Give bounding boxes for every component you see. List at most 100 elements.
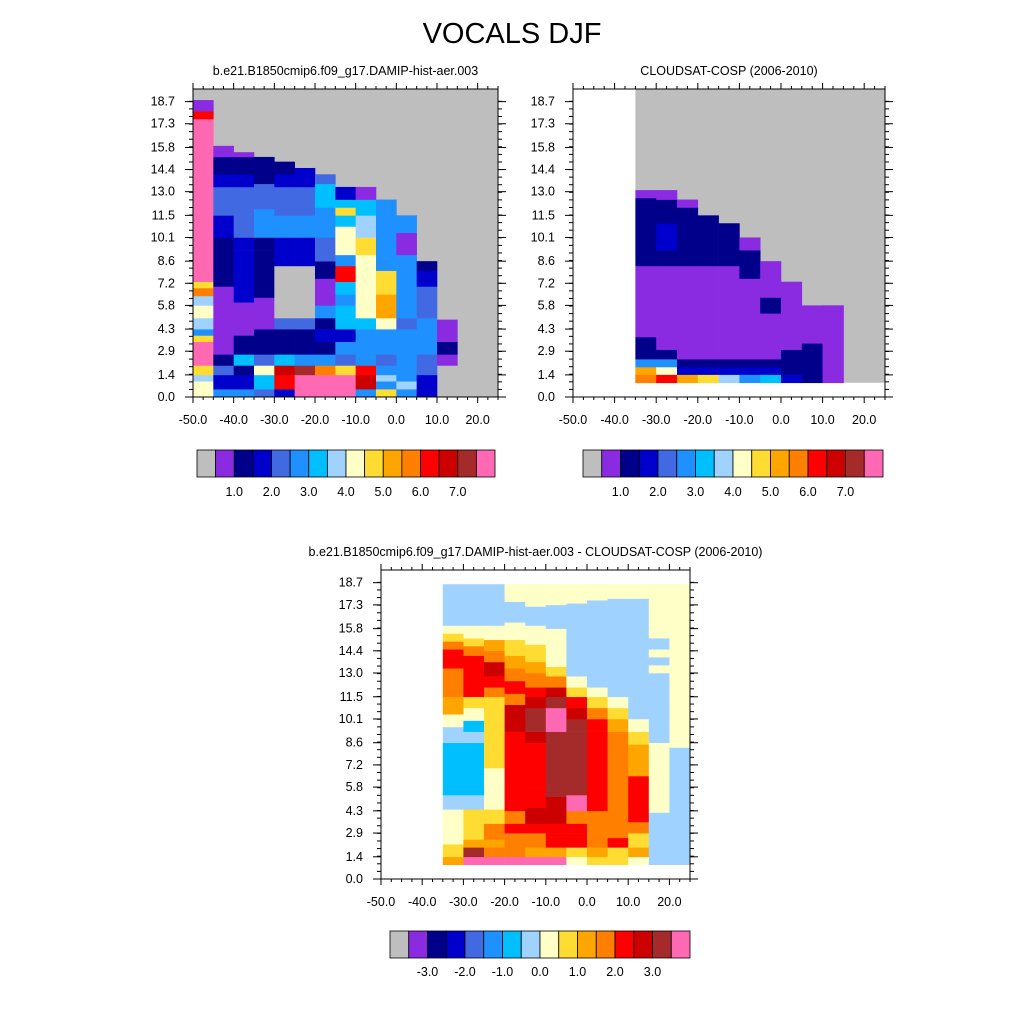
- x-tick-label: -30.0: [449, 895, 478, 909]
- heatmap-cell: [254, 265, 275, 298]
- heatmap-cell: [193, 374, 214, 382]
- heatmap-cell: [566, 707, 588, 720]
- heatmap-cell: [442, 641, 464, 650]
- heatmap-cell: [463, 625, 485, 639]
- heatmap-cell: [801, 305, 823, 344]
- y-tick-label: 10.1: [151, 230, 175, 244]
- heatmap-cell: [335, 294, 356, 306]
- heatmap-cell: [274, 354, 295, 366]
- heatmap-cell: [484, 720, 505, 769]
- heatmap-cell: [335, 374, 356, 398]
- colorbar-swatch: [427, 930, 447, 959]
- heatmap-cell: [545, 666, 567, 677]
- colorbar-label: 3.0: [644, 965, 661, 979]
- y-tick-label: 13.0: [531, 185, 555, 199]
- heatmap-cell: [587, 847, 608, 858]
- heatmap-cell: [648, 665, 670, 674]
- colorbar-swatch: [657, 449, 678, 478]
- y-tick-label: 14.4: [339, 644, 363, 658]
- colorbar-label: 6.0: [799, 485, 816, 499]
- heatmap-cell: [587, 742, 608, 812]
- colorbar-swatch: [807, 449, 828, 478]
- heatmap-cell: [442, 649, 464, 656]
- x-tick-label: 0.0: [388, 413, 405, 427]
- heatmap-cell: [193, 341, 214, 366]
- y-tick-label: 4.3: [538, 322, 555, 336]
- heatmap-cell: [566, 676, 588, 688]
- heatmap-cell: [213, 145, 234, 158]
- y-tick-label: 18.7: [151, 95, 175, 109]
- colorbar-label: 2.0: [606, 965, 623, 979]
- heatmap-cell: [294, 318, 316, 330]
- heatmap-cell: [294, 237, 316, 267]
- heatmap-cell: [376, 270, 397, 295]
- x-tick-label: 10.0: [425, 413, 449, 427]
- heatmap-cells: [442, 584, 691, 866]
- heatmap-cell: [525, 696, 547, 709]
- heatmap-cell: [760, 366, 782, 376]
- heatmap-cell: [566, 584, 588, 604]
- heatmap-cell: [484, 676, 505, 688]
- heatmap-cell: [525, 661, 547, 674]
- heatmap-cell: [587, 856, 608, 866]
- heatmap-cell: [545, 823, 567, 834]
- heatmap-cell: [254, 183, 275, 210]
- heatmap-cell: [294, 365, 316, 376]
- y-tick-label: 14.4: [151, 163, 175, 177]
- colorbar-swatch: [445, 930, 466, 959]
- heatmap-cell: [504, 833, 526, 848]
- heatmap-cell: [525, 856, 547, 866]
- heatmap-cell: [396, 365, 417, 376]
- colorbar-swatch: [732, 449, 753, 478]
- heatmap-cell: [484, 823, 505, 840]
- heatmap-cell: [335, 215, 356, 227]
- heatmap-cell: [355, 329, 377, 355]
- colorbar-swatch: [308, 449, 328, 478]
- colorbar-swatch: [845, 449, 865, 478]
- heatmap-cell: [463, 707, 485, 721]
- heatmap-cell: [525, 687, 547, 698]
- colorbar: 1.0 2.0 3.0 4.0 5.0 6.0 7.0: [582, 449, 884, 499]
- colorbar-swatch: [652, 930, 672, 959]
- heatmap-cell: [587, 600, 608, 688]
- heatmap-cell: [442, 844, 464, 858]
- y-tick-label: 17.3: [339, 598, 363, 612]
- colorbar-label: 7.0: [837, 485, 854, 499]
- heatmap-cell: [635, 374, 657, 384]
- colorbar-label: 4.0: [337, 485, 354, 499]
- heatmap-cell: [525, 584, 547, 607]
- colorbar-swatch: [483, 930, 503, 959]
- heatmap-cell: [376, 365, 397, 376]
- heatmap-cell: [315, 365, 336, 376]
- colorbar-label: 1.0: [612, 485, 629, 499]
- colorbar-swatch: [215, 449, 235, 478]
- heatmap-cell: [525, 807, 547, 824]
- heatmap-cell: [193, 335, 214, 343]
- colorbar-swatch: [620, 449, 640, 478]
- heatmap-cell: [335, 186, 356, 200]
- heatmap-cell: [416, 341, 438, 355]
- heatmap-cell: [566, 731, 588, 796]
- heatmap-cell: [504, 718, 526, 732]
- heatmap-cell: [648, 649, 670, 658]
- heatmap-cell: [442, 668, 464, 683]
- heatmap-cell: [484, 809, 505, 824]
- heatmap-cell: [416, 318, 438, 343]
- heatmap-cell: [437, 354, 458, 366]
- heatmap-cell: [396, 318, 417, 330]
- heatmap-cell: [739, 250, 761, 279]
- heatmap-cell: [463, 839, 485, 848]
- heatmap-cell: [545, 796, 567, 812]
- heatmap-cell: [677, 366, 699, 376]
- colorbar-swatch: [638, 449, 659, 478]
- heatmap-cell: [607, 847, 629, 858]
- heatmap-cell: [213, 156, 234, 175]
- heatmap-cell: [656, 199, 678, 224]
- panel-title: b.e21.B1850cmip6.f09_g17.DAMIP-hist-aer.…: [213, 64, 478, 78]
- colorbar-swatch: [464, 930, 485, 959]
- heatmap-cell: [635, 265, 657, 338]
- colorbar-swatch: [326, 449, 347, 478]
- heatmap-cell: [213, 389, 234, 398]
- heatmap-cell: [355, 318, 377, 330]
